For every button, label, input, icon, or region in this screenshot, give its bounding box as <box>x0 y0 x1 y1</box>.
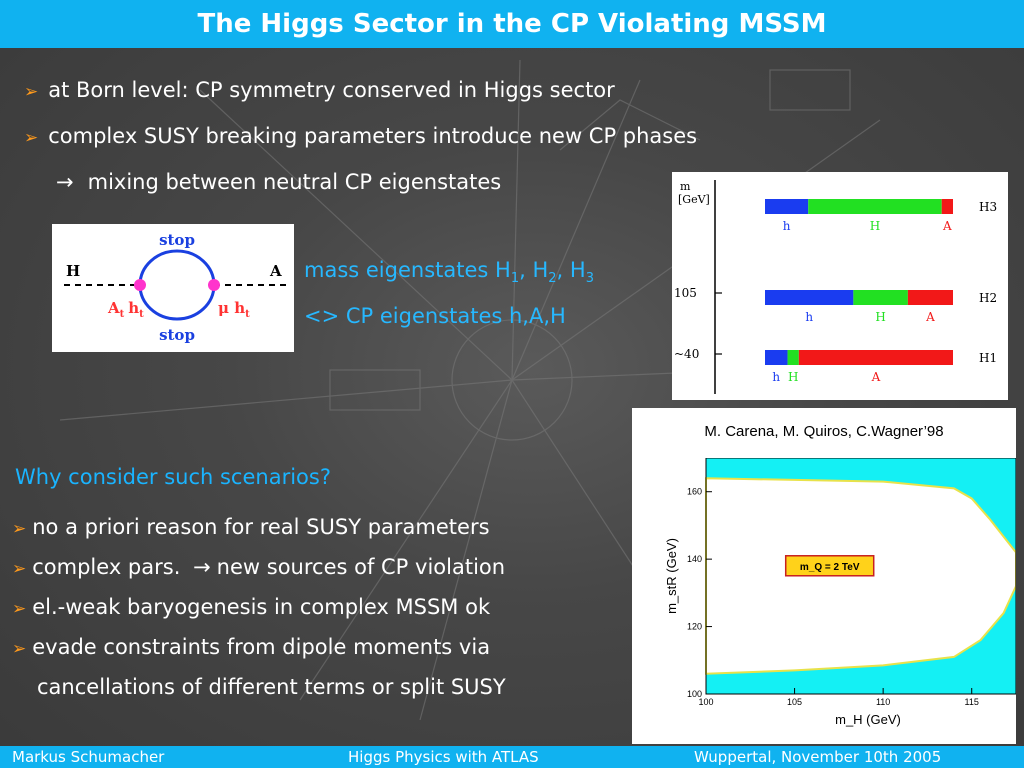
footer-place: Wuppertal, November 10th 2005 <box>694 748 942 766</box>
bullet-complex-pars: ➢ complex pars. → new sources of CP violat… <box>12 555 505 579</box>
x-axis-label: m_H (GeV) <box>835 712 901 727</box>
feynman-diagram: stop stop H A At ht μ ht <box>52 224 294 352</box>
vertex-left <box>134 279 146 291</box>
bullet-text: no a priori reason for real SUSY paramet… <box>32 515 490 539</box>
subscript-2: 2 <box>548 271 557 287</box>
stop-loop <box>138 249 216 321</box>
x-tick-label: 105 <box>787 697 802 707</box>
bullet-no-apriori: ➢ no a priori reason for real SUSY parame… <box>12 515 490 539</box>
x-tick-label: 110 <box>876 697 890 707</box>
annotation-box <box>784 555 875 577</box>
mixing-segment-label: h <box>805 310 813 324</box>
mixing-segment-label: H <box>870 219 880 233</box>
mixing-bar-segment <box>787 350 799 365</box>
mixing-text: mixing between neutral CP eigenstates <box>87 170 502 194</box>
a-label: A <box>269 262 282 280</box>
y-tick-label: 120 <box>687 622 702 632</box>
mass-text: mass eigenstates H <box>304 258 511 282</box>
y-axis-label: m_stR (GeV) <box>664 538 679 614</box>
mixing-chart: m [GeV] h H A H3 h H A H2 105 h H A H1 ~40 <box>672 172 1008 400</box>
slide-title: The Higgs Sector in the CP Violating MSS… <box>0 0 1024 48</box>
mixing-bar-segment <box>765 290 854 305</box>
mixing-tick-label: 105 <box>674 286 697 300</box>
arrow-bullet-icon: ➢ <box>12 639 27 659</box>
y-tick-label: 160 <box>687 487 702 497</box>
subscript-3: 3 <box>585 271 594 287</box>
vertex-right-label: μ ht <box>218 299 250 320</box>
bullet-born-level: ➢ at Born level: CP symmetry conserved in… <box>24 78 615 102</box>
footer-talk: Higgs Physics with ATLAS <box>348 748 539 766</box>
mixing-segment-label: h <box>772 370 780 384</box>
mixing-row-name: H1 <box>979 351 997 365</box>
mixing-segment-label: A <box>942 219 952 233</box>
arrow-bullet-icon: ➢ <box>12 599 27 619</box>
subscript-1: 1 <box>510 271 520 287</box>
x-tick-label: 115 <box>965 697 979 707</box>
bullet-dipole: ➢ evade constraints from dipole moments v… <box>12 635 490 659</box>
mixing-segment-label: A <box>925 310 935 324</box>
mixing-bar-segment <box>765 199 809 214</box>
bullet-text: evade constraints from dipole moments vi… <box>32 635 491 659</box>
citation: M. Carena, M. Quiros, C.Wagner’98 <box>704 423 944 440</box>
comma: , H <box>556 258 586 282</box>
mixing-segment-label: H <box>788 370 798 384</box>
mixing-line: → mixing between neutral CP eigenstates <box>56 170 501 194</box>
mixing-segment-label: h <box>783 219 791 233</box>
feynman-diagram-svg: stop stop H A At ht μ ht <box>64 231 288 344</box>
mixing-bar-segment <box>853 290 908 305</box>
bullet-text: complex SUSY breaking parameters introdu… <box>48 124 698 148</box>
mass-eigenstates-line: mass eigenstates H1, H2, H3 <box>304 258 594 286</box>
why-heading: Why consider such scenarios? <box>15 465 331 489</box>
comma: , H <box>519 258 549 282</box>
mass-plot-svg: 100 120 140 160 100 105 110 115 m_H (GeV) m_stR (… <box>664 458 1016 727</box>
stop-bottom-label: stop <box>159 326 195 344</box>
arrow-bullet-icon: ➢ <box>12 559 27 579</box>
plot-frame <box>705 458 1016 695</box>
arrow-bullet-icon: ➢ <box>24 82 39 102</box>
mixing-bar-segment <box>798 350 953 365</box>
bullet-continuation: cancellations of different terms or spli… <box>37 675 506 699</box>
annotation-text: m_Q = 2 TeV <box>800 562 860 573</box>
vertex-right <box>208 279 220 291</box>
bullet-baryogenesis: ➢ el.-weak baryogenesis in complex MSSM o… <box>12 595 490 619</box>
mixing-tick-label: ~40 <box>674 347 699 361</box>
axis-label-m: m <box>680 180 691 193</box>
stop-top-label: stop <box>159 231 195 249</box>
mixing-bar-segment <box>808 199 942 214</box>
h-label: H <box>66 262 80 280</box>
bullet-text: el.-weak baryogenesis in complex MSSM ok <box>32 595 491 619</box>
mixing-segment-label: H <box>875 310 885 324</box>
x-tick-label: 100 <box>698 697 713 707</box>
arrow-bullet-icon: ➢ <box>12 519 27 539</box>
y-tick-label: 100 <box>687 689 702 699</box>
mass-plot-panel: M. Carena, M. Quiros, C.Wagner’98 100 120… <box>632 408 1016 744</box>
bullet-text-2: new sources of CP violation <box>216 555 506 579</box>
vertex-left-label: At ht <box>107 299 144 320</box>
y-tick-label: 140 <box>687 554 702 564</box>
mixing-bar-segment <box>941 199 953 214</box>
right-arrow-icon: → <box>193 555 211 579</box>
mixing-bar-segment <box>907 290 953 305</box>
cp-eigenstates-line: <> CP eigenstates h,A,H <box>304 304 566 328</box>
bullet-text: complex pars. <box>32 555 181 579</box>
footer: Markus Schumacher Higgs Physics with ATL… <box>0 746 1024 768</box>
mixing-segment-label: A <box>871 370 881 384</box>
bullet-complex-susy: ➢ complex SUSY breaking parameters introd… <box>24 124 697 148</box>
arrow-bullet-icon: ➢ <box>24 128 39 148</box>
mixing-row-name: H2 <box>979 291 997 305</box>
right-arrow-icon: → <box>56 170 74 194</box>
mixing-row-name: H3 <box>979 200 997 214</box>
footer-author: Markus Schumacher <box>12 748 165 766</box>
mixing-bar-segment <box>765 350 788 365</box>
axis-label-gev: [GeV] <box>678 193 710 206</box>
bullet-text: at Born level: CP symmetry conserved in … <box>48 78 615 102</box>
